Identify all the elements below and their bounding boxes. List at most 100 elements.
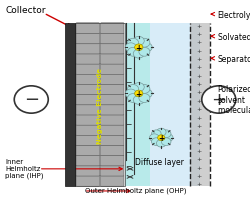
FancyBboxPatch shape xyxy=(100,54,124,65)
Text: +: + xyxy=(196,115,202,120)
Circle shape xyxy=(152,130,161,138)
Circle shape xyxy=(133,37,144,46)
FancyBboxPatch shape xyxy=(76,74,100,85)
FancyBboxPatch shape xyxy=(76,95,100,105)
FancyBboxPatch shape xyxy=(76,145,100,156)
FancyBboxPatch shape xyxy=(100,165,124,176)
Circle shape xyxy=(164,134,173,142)
FancyBboxPatch shape xyxy=(76,44,100,55)
Bar xyxy=(150,24,200,186)
Text: +: + xyxy=(196,165,202,170)
Circle shape xyxy=(128,39,138,48)
Text: +: + xyxy=(196,182,202,186)
Text: +: + xyxy=(158,134,164,142)
FancyBboxPatch shape xyxy=(76,115,100,126)
Text: −: − xyxy=(126,162,132,170)
Text: −: − xyxy=(24,91,39,109)
Text: +: + xyxy=(196,98,202,103)
Circle shape xyxy=(134,45,143,51)
Text: +: + xyxy=(196,24,202,28)
Text: +: + xyxy=(196,90,202,95)
Circle shape xyxy=(156,129,166,136)
Text: +: + xyxy=(196,148,202,153)
Text: +: + xyxy=(196,123,202,128)
Circle shape xyxy=(139,85,150,94)
FancyBboxPatch shape xyxy=(76,135,100,146)
Circle shape xyxy=(133,83,144,92)
Circle shape xyxy=(139,94,150,103)
FancyBboxPatch shape xyxy=(76,105,100,115)
Text: Negative Electrode: Negative Electrode xyxy=(97,67,103,143)
Circle shape xyxy=(158,135,165,141)
Circle shape xyxy=(141,90,152,98)
Circle shape xyxy=(150,134,159,142)
Bar xyxy=(65,24,75,186)
Text: +: + xyxy=(136,90,142,98)
Circle shape xyxy=(133,50,144,59)
FancyBboxPatch shape xyxy=(100,115,124,126)
Text: −: − xyxy=(126,134,132,142)
Circle shape xyxy=(125,44,136,52)
Text: +: + xyxy=(196,32,202,37)
FancyBboxPatch shape xyxy=(76,165,100,176)
FancyBboxPatch shape xyxy=(76,34,100,45)
Text: −: − xyxy=(126,50,132,58)
FancyBboxPatch shape xyxy=(100,95,124,105)
Text: Polarized
solvent
molecular layer: Polarized solvent molecular layer xyxy=(218,85,250,115)
FancyBboxPatch shape xyxy=(100,155,124,166)
Text: −: − xyxy=(126,120,132,128)
Circle shape xyxy=(141,44,152,52)
Text: −: − xyxy=(126,36,132,44)
FancyBboxPatch shape xyxy=(100,176,124,186)
FancyBboxPatch shape xyxy=(76,125,100,136)
FancyBboxPatch shape xyxy=(100,24,124,34)
Circle shape xyxy=(134,91,143,97)
Circle shape xyxy=(133,96,144,105)
Circle shape xyxy=(14,86,48,114)
FancyBboxPatch shape xyxy=(100,74,124,85)
FancyBboxPatch shape xyxy=(100,84,124,95)
Circle shape xyxy=(139,48,150,57)
Text: +: + xyxy=(196,173,202,178)
Text: Outer Helmholtz plane (OHP): Outer Helmholtz plane (OHP) xyxy=(85,187,186,193)
FancyBboxPatch shape xyxy=(100,105,124,115)
Circle shape xyxy=(152,138,161,146)
Text: +: + xyxy=(196,57,202,62)
Text: +: + xyxy=(196,73,202,78)
Circle shape xyxy=(128,85,138,94)
Circle shape xyxy=(156,140,166,147)
Text: +: + xyxy=(196,140,202,145)
Text: Diffuse layer: Diffuse layer xyxy=(135,157,184,166)
Text: +: + xyxy=(196,65,202,70)
Circle shape xyxy=(202,86,236,114)
Bar xyxy=(190,24,210,186)
Text: +: + xyxy=(136,44,142,52)
FancyBboxPatch shape xyxy=(100,145,124,156)
Text: +: + xyxy=(196,132,202,137)
Text: +: + xyxy=(196,40,202,45)
Bar xyxy=(75,24,125,186)
Text: −: − xyxy=(126,106,132,114)
FancyBboxPatch shape xyxy=(76,155,100,166)
Text: +: + xyxy=(211,91,226,109)
Text: Electrolyte: Electrolyte xyxy=(218,11,250,20)
Text: Separator: Separator xyxy=(218,55,250,64)
Text: −: − xyxy=(126,78,132,86)
Text: −: − xyxy=(126,148,132,156)
FancyBboxPatch shape xyxy=(100,34,124,45)
Text: Solvated cations: Solvated cations xyxy=(218,33,250,42)
Circle shape xyxy=(128,48,138,57)
Circle shape xyxy=(161,130,171,138)
Text: −: − xyxy=(126,92,132,100)
FancyBboxPatch shape xyxy=(100,44,124,55)
Circle shape xyxy=(128,94,138,103)
FancyBboxPatch shape xyxy=(76,24,100,34)
FancyBboxPatch shape xyxy=(76,84,100,95)
Text: Inner
Helmholtz
plane (IHP): Inner Helmholtz plane (IHP) xyxy=(5,158,44,178)
Text: +: + xyxy=(196,157,202,162)
Circle shape xyxy=(125,90,136,98)
FancyBboxPatch shape xyxy=(100,64,124,75)
Circle shape xyxy=(139,39,150,48)
FancyBboxPatch shape xyxy=(76,54,100,65)
FancyBboxPatch shape xyxy=(100,125,124,136)
